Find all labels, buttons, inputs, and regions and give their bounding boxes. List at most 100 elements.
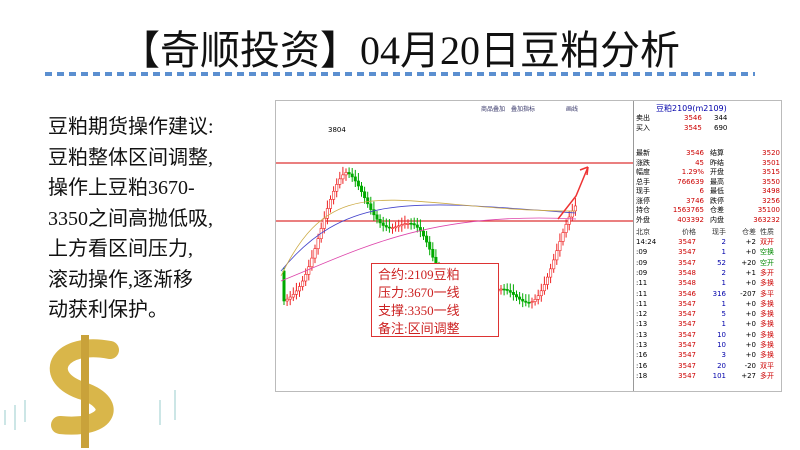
- stat-cell: 6: [699, 187, 704, 195]
- tick-row: :13 3547 10 +0 多换: [634, 330, 781, 340]
- tick-cell: 3547: [678, 341, 696, 349]
- tick-cell: 多换: [760, 320, 774, 329]
- tick-row: :09 3548 2 +1 多开: [634, 268, 781, 278]
- tick-cell: :12: [636, 310, 648, 319]
- tick-row: :11 3547 1 +0 多换: [634, 299, 781, 309]
- tick-cell: +0: [745, 320, 756, 329]
- tick-cell: +0: [745, 299, 756, 308]
- screenshot: 3804 合约:2109豆粕 压力:3670一线 支撑:3350一线 备注:区间调整 …: [275, 100, 782, 392]
- tick-cell: +0: [745, 330, 756, 339]
- note-line: 支撑:3350一线: [378, 303, 460, 318]
- tick-cell: 多换: [760, 351, 774, 360]
- tick-cell: 3548: [678, 268, 696, 277]
- stat-cell: 现手: [636, 187, 650, 195]
- tick-cell: :11: [636, 299, 648, 308]
- book-cell: 买入: [636, 124, 650, 132]
- tick-cell: 316: [712, 289, 726, 298]
- tick-cell: 多换: [760, 310, 774, 319]
- tick-cell: :11: [636, 289, 648, 298]
- ticks-header-cell: 北京: [636, 228, 650, 236]
- tick-cell: 1: [721, 320, 726, 329]
- tick-cell: 20: [717, 361, 726, 370]
- tick-cell: 10: [717, 330, 726, 339]
- tick-cell: +0: [745, 279, 756, 288]
- tick-cell: 2: [721, 268, 726, 277]
- book-row: 买入 3545 690: [634, 124, 781, 133]
- tick-row: :16 3547 20 -20 双平: [634, 361, 781, 371]
- advice-line: 滚动操作,逐渐移: [48, 268, 193, 291]
- tick-cell: 101: [712, 371, 726, 380]
- stat-cell: 3498: [762, 187, 780, 195]
- book-cell: 3545: [684, 124, 702, 132]
- stat-row: 涨跌 45 昨结 3501: [634, 158, 781, 168]
- advice-line: 动获利保护。: [48, 299, 168, 321]
- tick-row: :09 3547 52 +20 空开: [634, 258, 781, 268]
- tick-cell: +1: [745, 268, 756, 277]
- dollar-decoration: [4, 335, 176, 448]
- tick-cell: :13: [636, 320, 648, 329]
- tick-cell: :13: [636, 330, 648, 339]
- stat-cell: 涨停: [636, 196, 650, 205]
- tick-cell: 空开: [760, 258, 774, 267]
- tick-cell: 多平: [760, 289, 774, 298]
- tick-cell: 3547: [678, 310, 696, 319]
- stat-cell: 跌停: [710, 196, 724, 205]
- tick-cell: +0: [745, 248, 756, 257]
- tick-row: :09 3547 1 +0 空换: [634, 248, 781, 257]
- note-line: 合约:2109豆粕: [378, 267, 460, 282]
- tick-cell: 多换: [760, 279, 774, 288]
- tick-cell: :09: [636, 258, 648, 267]
- tick-row: 14:24 3547 2 +2 双开: [634, 238, 781, 247]
- stat-cell: 35100: [757, 206, 780, 214]
- stat-cell: 3550: [762, 177, 780, 186]
- note-box: 合约:2109豆粕 压力:3670一线 支撑:3350一线 备注:区间调整: [371, 263, 499, 337]
- stat-row: 幅度 1.29% 开盘 3515: [634, 168, 781, 177]
- ticks-header-cell: 仓差: [742, 228, 756, 236]
- tick-cell: 双开: [760, 238, 774, 246]
- tick-cell: :16: [636, 361, 648, 370]
- stat-cell: 开盘: [710, 168, 724, 176]
- tick-cell: :09: [636, 248, 648, 257]
- tick-row: :18 3547 101 +27 多开: [634, 371, 781, 381]
- stat-cell: 3546: [686, 149, 704, 157]
- ticks-header-cell: 价格: [682, 228, 696, 236]
- advice-line: 豆粕期货操作建议:: [48, 116, 214, 138]
- tick-row: :13 3547 10 +0 多换: [634, 341, 781, 350]
- tick-cell: 多换: [760, 299, 774, 308]
- quote-panel: 豆粕2109(m2109) 卖出 3546 344 买入 3545 690 最新 3546 结算 3…: [633, 101, 781, 391]
- stat-cell: 仓差: [710, 206, 724, 214]
- stat-cell: 45: [695, 158, 704, 167]
- toolbar-item: 画线: [566, 106, 579, 113]
- tick-cell: 3547: [678, 248, 696, 257]
- stat-cell: 1.29%: [681, 168, 704, 176]
- tick-cell: 空换: [760, 248, 774, 257]
- tick-cell: -20: [744, 361, 756, 370]
- tick-cell: :13: [636, 341, 648, 349]
- tick-cell: +20: [741, 258, 756, 267]
- toolbar-item: 叠加指标: [511, 106, 536, 113]
- tick-cell: 3547: [678, 320, 696, 329]
- tick-cell: 3548: [678, 279, 696, 288]
- tick-cell: +27: [741, 371, 756, 380]
- tick-cell: 多换: [760, 341, 774, 349]
- stat-cell: 幅度: [636, 168, 650, 176]
- tick-cell: 多换: [760, 330, 774, 339]
- advice-line: 豆粕整体区间调整,: [48, 146, 213, 169]
- stat-row: 现手 6 最低 3498: [634, 187, 781, 196]
- tick-cell: 多开: [760, 268, 774, 277]
- book-cell: 卖出: [636, 114, 650, 122]
- stat-cell: 涨跌: [636, 158, 650, 167]
- tick-cell: 多开: [760, 371, 774, 380]
- stat-cell: 363232: [753, 215, 780, 224]
- stat-cell: 766639: [677, 177, 704, 186]
- note-line: 备注:区间调整: [378, 321, 460, 336]
- tick-cell: 1: [721, 279, 726, 288]
- ticks-header-cell: 现手: [712, 228, 726, 236]
- tick-cell: -207: [740, 289, 756, 298]
- tick-cell: :16: [636, 351, 648, 360]
- stat-cell: 最高: [710, 177, 724, 186]
- tick-cell: 3: [721, 351, 726, 360]
- tick-cell: 3547: [678, 330, 696, 339]
- high-label: 3804: [328, 126, 346, 134]
